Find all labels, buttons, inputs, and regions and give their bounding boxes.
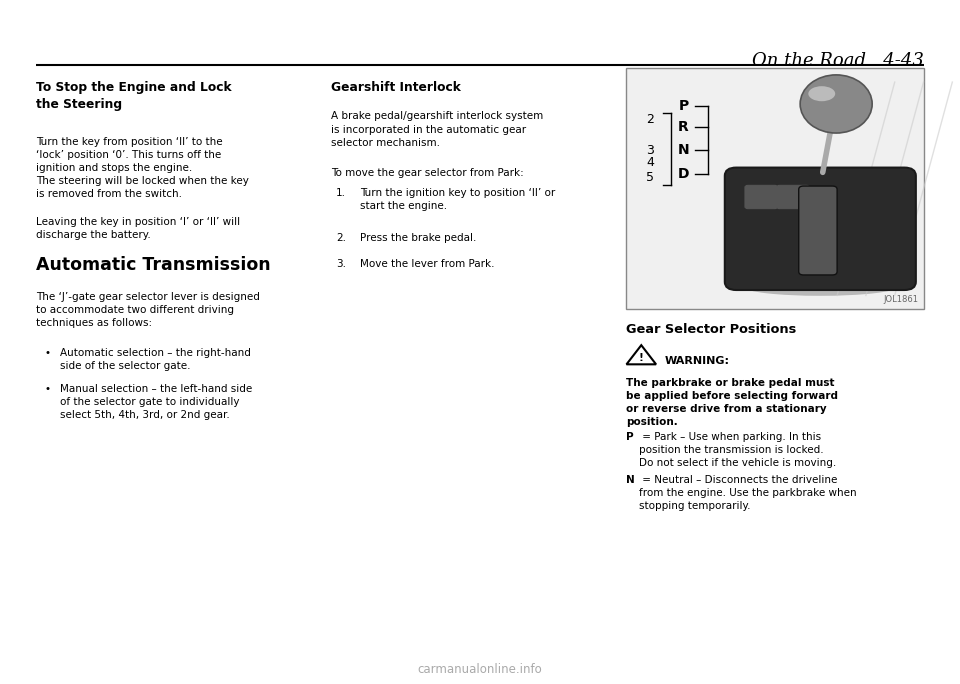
FancyBboxPatch shape <box>745 185 778 209</box>
Ellipse shape <box>745 279 896 295</box>
Text: A brake pedal/gearshift interlock system
is incorporated in the automatic gear
s: A brake pedal/gearshift interlock system… <box>331 111 543 148</box>
Text: = Park – Use when parking. In this
position the transmission is locked.
Do not s: = Park – Use when parking. In this posit… <box>639 432 836 469</box>
Text: On the Road   4-43: On the Road 4-43 <box>752 52 924 70</box>
Text: 3.: 3. <box>336 259 346 269</box>
Text: R: R <box>678 120 689 133</box>
Ellipse shape <box>808 86 835 101</box>
Text: •: • <box>44 348 50 358</box>
Text: The ‘J’-gate gear selector lever is designed
to accommodate two different drivin: The ‘J’-gate gear selector lever is desi… <box>36 292 260 328</box>
Text: To move the gear selector from Park:: To move the gear selector from Park: <box>331 168 524 178</box>
Text: Automatic Transmission: Automatic Transmission <box>36 256 271 274</box>
Text: D: D <box>678 168 689 181</box>
Text: = Neutral – Disconnects the driveline
from the engine. Use the parkbrake when
st: = Neutral – Disconnects the driveline fr… <box>639 475 857 511</box>
FancyBboxPatch shape <box>799 186 837 275</box>
Bar <box>626 68 924 309</box>
FancyBboxPatch shape <box>725 168 916 290</box>
Text: Gear Selector Positions: Gear Selector Positions <box>626 323 796 336</box>
Text: 1.: 1. <box>336 188 346 198</box>
FancyBboxPatch shape <box>777 185 809 209</box>
Text: Move the lever from Park.: Move the lever from Park. <box>360 259 494 269</box>
Text: Turn the ignition key to position ‘II’ or
start the engine.: Turn the ignition key to position ‘II’ o… <box>360 188 555 211</box>
Text: The parkbrake or brake pedal must
be applied before selecting forward
or reverse: The parkbrake or brake pedal must be app… <box>626 378 838 427</box>
Text: Gearshift Interlock: Gearshift Interlock <box>331 81 461 94</box>
Text: Manual selection – the left-hand side
of the selector gate to individually
selec: Manual selection – the left-hand side of… <box>60 384 252 420</box>
Text: •: • <box>44 384 50 394</box>
Text: WARNING:: WARNING: <box>664 356 730 366</box>
Text: Turn the key from position ‘II’ to the
‘lock’ position ‘0’. This turns off the
i: Turn the key from position ‘II’ to the ‘… <box>36 137 250 199</box>
Text: 4: 4 <box>646 156 654 169</box>
Text: carmanualonline.info: carmanualonline.info <box>418 663 542 676</box>
Text: N: N <box>626 475 635 485</box>
Text: Automatic selection – the right-hand
side of the selector gate.: Automatic selection – the right-hand sid… <box>60 348 252 371</box>
Text: !: ! <box>638 353 644 363</box>
Text: P: P <box>626 432 634 443</box>
Text: 3: 3 <box>646 144 654 157</box>
Text: N: N <box>678 144 689 157</box>
Text: Press the brake pedal.: Press the brake pedal. <box>360 233 476 244</box>
Text: Leaving the key in position ‘I’ or ‘II’ will
discharge the battery.: Leaving the key in position ‘I’ or ‘II’ … <box>36 217 241 240</box>
Text: 2: 2 <box>646 113 654 127</box>
Text: To Stop the Engine and Lock
the Steering: To Stop the Engine and Lock the Steering <box>36 81 232 111</box>
Text: 5: 5 <box>646 171 654 185</box>
Text: P: P <box>679 99 688 113</box>
Text: 2.: 2. <box>336 233 346 244</box>
Text: JOL1861: JOL1861 <box>884 295 919 304</box>
Ellipse shape <box>800 75 872 133</box>
Polygon shape <box>627 345 656 365</box>
